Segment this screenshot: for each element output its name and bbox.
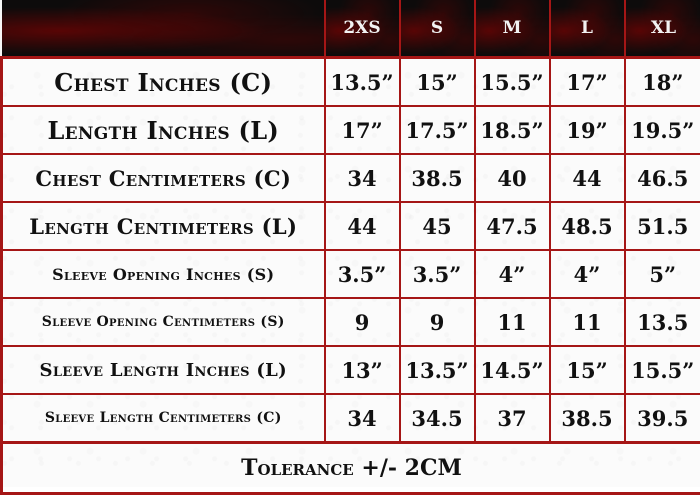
measurement-label: Sleeve Length Inches (L) [2, 346, 325, 394]
table-row: Chest Centimeters (C) 34 38.5 40 44 46.5 [2, 154, 700, 202]
measurement-value: 14.5” [475, 346, 550, 394]
measurement-value: 13” [325, 346, 400, 394]
size-header: XL [625, 0, 700, 58]
size-header: S [400, 0, 475, 58]
measurement-value: 15.5” [475, 58, 550, 107]
table-row: Sleeve Opening Inches (S) 3.5” 3.5” 4” 4… [2, 250, 700, 298]
measurement-value: 38.5 [400, 154, 475, 202]
measurement-value: 5” [625, 250, 700, 298]
table-row: Length Centimeters (L) 44 45 47.5 48.5 5… [2, 202, 700, 250]
measurement-value: 34 [325, 154, 400, 202]
measurement-value: 38.5 [550, 394, 625, 443]
measurement-value: 3.5” [325, 250, 400, 298]
table-row: Sleeve Opening Centimeters (S) 9 9 11 11… [2, 298, 700, 346]
table-row: Sleeve Length Centimeters (C) 34 34.5 37… [2, 394, 700, 443]
measurement-value: 39.5 [625, 394, 700, 443]
size-header: 2XS [325, 0, 400, 58]
measurement-value: 44 [325, 202, 400, 250]
measurement-label: Sleeve Length Centimeters (C) [2, 394, 325, 443]
measurement-value: 17.5” [400, 106, 475, 154]
measurement-value: 18” [625, 58, 700, 107]
table-row: Sleeve Length Inches (L) 13” 13.5” 14.5”… [2, 346, 700, 394]
measurement-value: 9 [325, 298, 400, 346]
measurement-value: 51.5 [625, 202, 700, 250]
size-header: L [550, 0, 625, 58]
measurement-value: 47.5 [475, 202, 550, 250]
measurement-value: 17” [550, 58, 625, 107]
measurement-value: 11 [550, 298, 625, 346]
tolerance-row: Tolerance +/- 2CM [2, 443, 700, 494]
measurement-value: 15.5” [625, 346, 700, 394]
measurement-value: 15” [400, 58, 475, 107]
measurement-value: 15” [550, 346, 625, 394]
measurement-value: 46.5 [625, 154, 700, 202]
measurement-value: 13.5” [400, 346, 475, 394]
measurement-value: 3.5” [400, 250, 475, 298]
measurement-label: Length Inches (L) [2, 106, 325, 154]
measurement-label: Chest Centimeters (C) [2, 154, 325, 202]
measurement-value: 34.5 [400, 394, 475, 443]
measurement-label: Chest Inches (C) [2, 58, 325, 107]
size-header-row: 2XS S M L XL [2, 0, 700, 58]
measurement-value: 4” [475, 250, 550, 298]
table-row: Chest Inches (C) 13.5” 15” 15.5” 17” 18” [2, 58, 700, 107]
measurement-value: 44 [550, 154, 625, 202]
measurement-value: 4” [550, 250, 625, 298]
measurement-value: 48.5 [550, 202, 625, 250]
measurement-value: 45 [400, 202, 475, 250]
tolerance-note: Tolerance +/- 2CM [2, 443, 700, 494]
measurement-value: 37 [475, 394, 550, 443]
measurement-value: 40 [475, 154, 550, 202]
measurement-value: 34 [325, 394, 400, 443]
measurement-value: 17” [325, 106, 400, 154]
measurement-value: 13.5” [325, 58, 400, 107]
measurement-label: Sleeve Opening Inches (S) [2, 250, 325, 298]
measurement-label: Sleeve Opening Centimeters (S) [2, 298, 325, 346]
measurement-label: Length Centimeters (L) [2, 202, 325, 250]
measurement-value: 19.5” [625, 106, 700, 154]
size-header: M [475, 0, 550, 58]
header-corner-cell [2, 0, 325, 58]
measurement-value: 13.5 [625, 298, 700, 346]
measurement-value: 11 [475, 298, 550, 346]
measurement-value: 9 [400, 298, 475, 346]
measurement-value: 18.5” [475, 106, 550, 154]
table-row: Length Inches (L) 17” 17.5” 18.5” 19” 19… [2, 106, 700, 154]
measurement-value: 19” [550, 106, 625, 154]
